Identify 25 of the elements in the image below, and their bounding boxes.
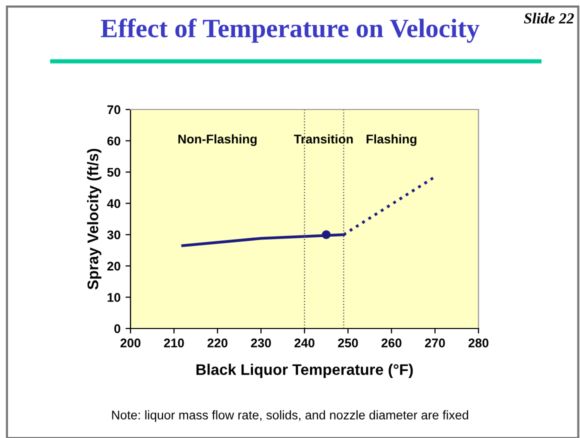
y-tick-label: 40 <box>107 199 120 208</box>
text: Slide 22 <box>524 12 574 24</box>
x-axis-title: Black Liquor Temperature (°F) <box>196 364 413 378</box>
x-tick-label: 230 <box>251 338 271 348</box>
y-tick-label: 0 <box>114 324 120 334</box>
annotation: Transition <box>294 134 353 144</box>
chart-title: Effect of Temperature on Velocity <box>100 18 480 43</box>
x-tick-label: 270 <box>425 338 445 348</box>
y-axis-title: Spray Velocity (ft/s) <box>87 148 102 290</box>
y-tick-label: 70 <box>107 105 120 114</box>
y-tick-label: 20 <box>107 262 120 271</box>
x-tick-label: 250 <box>338 338 358 348</box>
x-tick-label: 280 <box>468 338 488 348</box>
annotation: Non-Flashing <box>178 134 257 146</box>
y-tick-label: 60 <box>107 136 120 146</box>
y-tick-label: 10 <box>108 293 120 302</box>
x-tick-label: 210 <box>164 338 184 348</box>
x-tick-label: 220 <box>208 338 228 348</box>
y-tick-label: 30 <box>107 230 120 240</box>
y-tick-label: 50 <box>107 168 120 177</box>
annotation: Flashing <box>366 134 416 146</box>
text: Note: liquor mass flow rate, solids, and nozzle diameter are fixed <box>112 410 468 422</box>
x-tick-label: 200 <box>120 338 140 348</box>
x-tick-label: 260 <box>382 338 402 348</box>
x-tick-label: 240 <box>294 338 314 348</box>
